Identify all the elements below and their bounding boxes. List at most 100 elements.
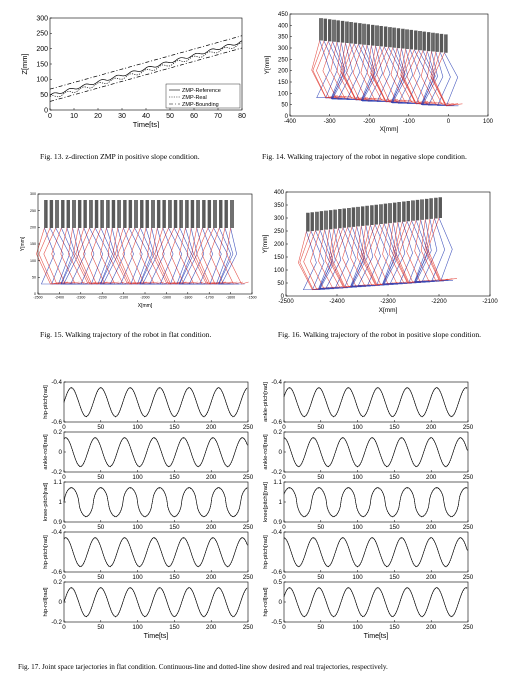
x-tick-label: 250 [463,474,474,481]
y-axis-label: hip-roll[rad] [43,587,49,616]
y-axis-label: ankle-roll[rad] [263,434,269,470]
x-tick-label: -200 [363,119,376,125]
y-tick-label: -0.6 [271,419,282,426]
x-tick-label: 50 [317,424,324,431]
x-tick-label: 50 [317,624,324,631]
desired-trajectory [283,387,468,417]
y-tick-label: 200 [36,46,48,53]
y-tick-label: -0.2 [51,469,62,476]
y-tick-label: 150 [36,61,48,68]
y-tick-label: 100 [278,91,289,97]
desired-trajectory [283,437,468,467]
x-tick-label: 100 [132,524,143,531]
y-tick-label: 0 [34,292,36,296]
y-tick-label: 100 [274,268,285,274]
fig13-chart: 0 10 20 30 40 50 60 70 80 0 50 100 150 200 250 300 Time[… [20,15,246,128]
x-tick-label: -1600 [226,296,235,300]
real-trajectory [63,387,248,418]
y-axis-label: hip-pitch[rad] [43,535,49,569]
x-tick-label: 20 [94,113,102,120]
fig17-caption: Fig. 17. Joint space tarjectories in fla… [18,663,388,671]
x-tick-label: -1500 [247,296,256,300]
y-tick-label: 0.2 [53,429,62,436]
x-axis-label: X[mm] [380,126,399,133]
x-tick-label: 150 [389,624,400,631]
x-tick-label: -2000 [140,296,149,300]
x-tick-label: -2500 [278,299,294,305]
x-tick-label: 150 [389,474,400,481]
trajectory-lines [311,18,463,107]
x-tick-label: 0 [62,474,66,481]
y-tick-label: -0.2 [271,469,282,476]
x-tick-label: 100 [352,474,363,481]
x-tick-label: 60 [190,113,198,120]
y-tick-label: 1 [279,499,283,506]
x-tick-label: -1900 [162,296,171,300]
x-tick-label: 50 [97,574,104,581]
x-tick-label: 10 [70,113,78,120]
x-tick-label: 0 [62,574,66,581]
x-tick-label: 0 [282,424,286,431]
y-tick-label: -0.6 [51,569,62,576]
y-tick-label: 1.1 [53,479,62,486]
real-trajectory [283,437,468,468]
y-tick-label: 0.2 [273,429,282,436]
y-axis-label: knee[pitch][rad] [263,482,269,522]
desired-trajectory [283,587,468,617]
real-trajectory [283,487,468,518]
desired-trajectory [283,487,468,517]
x-tick-label: -100 [403,119,416,125]
y-tick-label: 150 [30,242,36,246]
x-tick-label: 100 [352,424,363,431]
x-tick-label: 70 [214,113,222,120]
x-tick-label: 100 [352,624,363,631]
x-tick-label: 200 [206,624,217,631]
x-tick-label: 250 [463,574,474,581]
x-tick-label: -2200 [431,299,447,305]
x-tick-label: 0 [62,424,66,431]
y-tick-label: 150 [278,80,289,86]
y-axis-label: Y[mm] [264,55,271,74]
x-tick-label: 50 [317,474,324,481]
real-trajectory [283,387,468,418]
desired-trajectory [283,537,468,567]
y-tick-label: 0.9 [53,519,62,526]
x-tick-label: 0 [282,524,286,531]
y-tick-label: -0.4 [51,379,62,386]
fig16-caption: Fig. 16. Walking trajectory of the robot… [277,330,482,339]
fig17-left-0-frame [63,381,249,423]
y-tick-label: 350 [278,35,289,41]
x-axis-label: X[mm] [138,303,153,309]
y-axis-label: Y[mm] [262,234,269,253]
y-tick-label: 400 [278,23,289,29]
x-tick-label: 150 [389,524,400,531]
y-tick-label: 200 [274,242,285,248]
y-tick-label: 50 [277,281,284,287]
x-axis-label: Time[ts] [364,633,389,640]
x-tick-label: 150 [169,524,180,531]
x-tick-label: 250 [463,524,474,531]
real-trajectory [63,487,248,518]
y-tick-label: 1.1 [273,479,282,486]
x-tick-label: -2300 [380,299,396,305]
fig16-chart: -2500 -2400 -2300 -2200 -2100 0 50 100 150 200 250… [262,190,498,314]
real-trajectory [63,537,248,568]
y-axis-label: hip-pitch[rad] [263,535,269,569]
x-tick-label: 200 [206,424,217,431]
y-tick-label: -0.4 [271,379,282,386]
zmp-bounding-lower [49,47,243,102]
x-tick-label: 100 [132,624,143,631]
trajectory-lines [298,197,458,291]
y-tick-label: 250 [278,57,289,63]
y-tick-label: 1 [59,499,63,506]
x-tick-label: -2100 [482,299,498,305]
x-tick-label: 80 [238,113,246,120]
x-tick-label: 100 [352,524,363,531]
fig17-left-3-frame [63,531,249,573]
y-tick-label: 50 [32,276,36,280]
x-tick-label: 250 [463,424,474,431]
x-tick-label: -1700 [205,296,214,300]
x-tick-label: 250 [243,474,254,481]
y-tick-label: 0 [59,599,63,606]
fig15-chart: -2500 -2400 -2300 -2200 -2100 -2000 -1900 -1800… [20,192,257,309]
